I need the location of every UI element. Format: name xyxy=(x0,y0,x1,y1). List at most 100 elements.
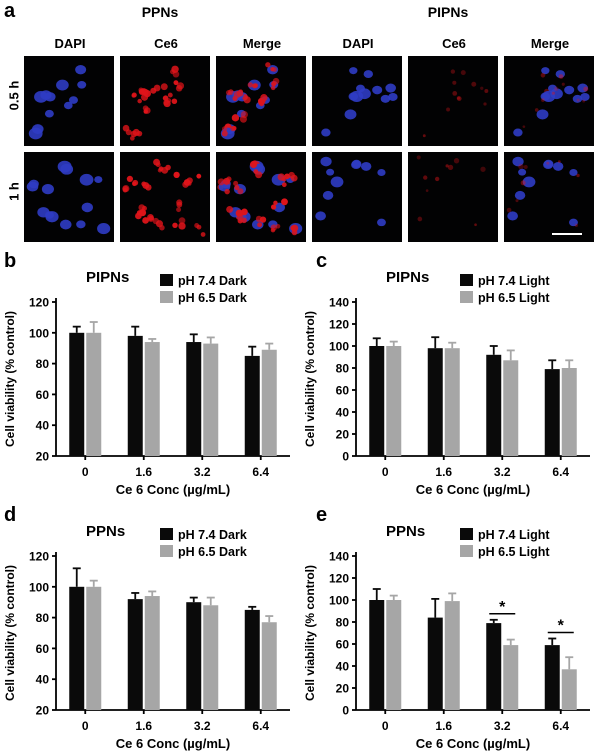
bar xyxy=(86,586,102,710)
y-tick-label: 120 xyxy=(329,318,349,332)
y-tick-label: 20 xyxy=(36,704,50,718)
y-tick-label: 60 xyxy=(36,642,50,656)
y-tick-label: 100 xyxy=(329,340,349,354)
micrograph-tile xyxy=(120,152,210,242)
legend-swatch xyxy=(460,274,473,286)
x-tick-label: 3.2 xyxy=(194,719,211,733)
y-tick-label: 0 xyxy=(342,704,349,718)
legend-label: pH 6.5 Dark xyxy=(178,545,247,559)
y-axis-label: Cell viability (% control) xyxy=(3,311,17,447)
chart-b: PIPNs Cell viability (% control) 20 40 60 80 1… xyxy=(3,269,290,497)
x-tick-label: 3.2 xyxy=(494,465,511,479)
bar xyxy=(561,368,577,456)
bar xyxy=(444,601,460,710)
legend-swatch xyxy=(460,528,473,540)
bar xyxy=(386,346,402,456)
x-axis-label: Ce 6 Conc (µg/mL) xyxy=(116,482,230,497)
y-tick-label: 40 xyxy=(336,660,350,674)
row-label-0-5h: 0.5 h xyxy=(6,80,22,111)
significance-marker: * xyxy=(499,599,506,616)
y-tick-label: 100 xyxy=(29,580,49,594)
legend-swatch xyxy=(160,291,173,303)
group-title-pipns: PIPNs xyxy=(427,4,469,20)
micrograph-tile xyxy=(408,152,498,242)
y-tick-label: 40 xyxy=(36,673,50,687)
y-tick-label: 80 xyxy=(336,616,350,630)
x-tick-label: 0 xyxy=(82,465,89,479)
chart-title: PIPNs xyxy=(386,269,429,286)
x-tick-label: 1.6 xyxy=(135,719,152,733)
x-tick-label: 6.4 xyxy=(252,465,269,479)
col-label-merge: Merge xyxy=(530,36,570,51)
legend-label: pH 6.5 Light xyxy=(478,545,550,559)
bar xyxy=(544,369,560,456)
y-tick-label: 80 xyxy=(36,357,50,371)
bar xyxy=(86,332,102,456)
x-tick-label: 0 xyxy=(82,719,89,733)
legend-swatch xyxy=(160,545,173,557)
chart-title: PPNs xyxy=(86,523,125,540)
bar xyxy=(486,623,502,710)
bar xyxy=(503,645,519,710)
y-tick-label: 20 xyxy=(36,450,50,464)
chart-title: PPNs xyxy=(386,523,425,540)
y-tick-label: 20 xyxy=(336,428,350,442)
y-tick-label: 60 xyxy=(336,384,350,398)
y-axis-label: Cell viability (% control) xyxy=(303,565,317,701)
legend-swatch xyxy=(460,545,473,557)
bar xyxy=(127,599,143,710)
legend-label: pH 7.4 Light xyxy=(478,274,550,288)
bar xyxy=(369,346,385,456)
y-tick-label: 0 xyxy=(342,450,349,464)
bar xyxy=(561,669,577,710)
legend-swatch xyxy=(460,291,473,303)
bar xyxy=(444,348,460,456)
bar xyxy=(369,600,385,710)
col-label-dapi: DAPI xyxy=(54,36,86,51)
y-tick-label: 60 xyxy=(336,638,350,652)
bar xyxy=(69,586,85,710)
x-tick-label: 6.4 xyxy=(252,719,269,733)
bar xyxy=(244,609,260,710)
y-tick-label: 80 xyxy=(336,362,350,376)
legend-label: pH 6.5 Dark xyxy=(178,291,247,305)
bar xyxy=(203,343,219,456)
bar xyxy=(203,605,219,710)
y-axis-label: Cell viability (% control) xyxy=(303,311,317,447)
significance-marker: * xyxy=(558,618,565,635)
x-tick-label: 6.4 xyxy=(552,719,569,733)
chart-title: PIPNs xyxy=(86,269,129,286)
scale-bar xyxy=(552,233,582,235)
bar xyxy=(503,360,519,456)
bar xyxy=(427,617,443,710)
micrograph-tile xyxy=(312,152,402,242)
y-tick-label: 120 xyxy=(329,572,349,586)
col-label-ce6: Ce6 xyxy=(442,36,466,51)
y-tick-label: 120 xyxy=(29,296,49,310)
x-tick-label: 0 xyxy=(382,465,389,479)
bar xyxy=(69,332,85,456)
micrograph-tile xyxy=(408,56,498,146)
bar xyxy=(244,355,260,456)
x-tick-label: 1.6 xyxy=(435,719,452,733)
bar xyxy=(386,600,402,710)
bar xyxy=(261,622,277,710)
y-tick-label: 100 xyxy=(329,594,349,608)
x-tick-label: 1.6 xyxy=(435,465,452,479)
legend-label: pH 7.4 Dark xyxy=(178,528,247,542)
micrograph-tile xyxy=(120,56,210,146)
group-title-ppns: PPNs xyxy=(141,4,179,20)
y-tick-label: 40 xyxy=(336,406,350,420)
chart-e: PPNs Cell viability (% control) 0 20 40 60 80 1… xyxy=(303,523,590,751)
y-tick-label: 20 xyxy=(336,682,350,696)
panel-letter-c: c xyxy=(316,250,328,272)
bar xyxy=(144,342,160,456)
legend-swatch xyxy=(160,528,173,540)
x-tick-label: 6.4 xyxy=(552,465,569,479)
x-tick-label: 3.2 xyxy=(494,719,511,733)
bar xyxy=(544,645,560,710)
y-axis-label: Cell viability (% control) xyxy=(3,565,17,701)
y-tick-label: 120 xyxy=(29,550,49,564)
bar xyxy=(427,348,443,456)
x-tick-label: 0 xyxy=(382,719,389,733)
